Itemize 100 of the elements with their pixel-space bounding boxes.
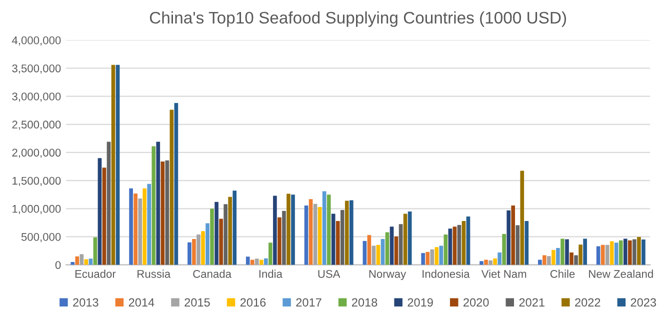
bar — [570, 252, 574, 265]
bar — [493, 258, 497, 265]
bar — [398, 224, 403, 265]
x-tick-label: Indonesia — [422, 270, 470, 278]
bar — [600, 244, 605, 265]
bar — [421, 253, 426, 265]
bar — [380, 238, 385, 265]
bar — [372, 246, 376, 265]
bar — [84, 259, 88, 265]
bar — [286, 194, 290, 265]
x-tick-label: Canada — [193, 270, 232, 278]
bar — [219, 218, 223, 265]
x-tick-label: Norway — [369, 270, 406, 280]
legend-label: 2016 — [240, 298, 266, 307]
bar — [165, 160, 170, 265]
legend-label: 2019 — [408, 298, 433, 307]
bar — [326, 194, 331, 265]
bar — [264, 258, 268, 265]
bar — [367, 235, 372, 265]
bar — [452, 226, 457, 265]
bar — [498, 252, 502, 265]
bar — [385, 232, 390, 265]
bar — [201, 231, 205, 265]
bar — [466, 216, 470, 265]
bar — [340, 210, 344, 265]
bar — [578, 244, 582, 265]
bar — [308, 199, 313, 265]
bar — [524, 221, 529, 265]
bar — [273, 196, 277, 265]
bar — [147, 184, 152, 265]
bar — [174, 103, 178, 265]
x-tick-label: Russia — [138, 270, 171, 278]
bar — [394, 236, 398, 265]
bar — [142, 188, 147, 265]
y-tick-label: 2,500,000 — [12, 120, 61, 130]
bar — [628, 240, 632, 265]
bar — [574, 255, 578, 265]
bar — [605, 244, 610, 265]
bar — [134, 193, 138, 265]
bar — [426, 252, 430, 265]
bar — [434, 247, 439, 265]
bar — [206, 223, 210, 265]
bar — [516, 225, 520, 265]
bar — [637, 237, 641, 265]
legend-label: 2014 — [128, 298, 154, 307]
bar — [160, 161, 165, 265]
bar — [254, 258, 259, 265]
legend-label: 2022 — [575, 298, 600, 307]
legend-label: 2023 — [630, 298, 656, 307]
y-tick-label: 500,000 — [21, 233, 61, 242]
bar — [210, 208, 214, 265]
bar — [250, 260, 254, 265]
bar — [102, 168, 106, 265]
bar — [318, 206, 322, 265]
legend-label: 2018 — [352, 298, 378, 307]
bar — [111, 64, 116, 265]
bar — [106, 142, 111, 265]
bar — [331, 214, 336, 265]
y-tick-label: 0 — [55, 261, 61, 269]
bar — [80, 254, 84, 265]
y-tick-label: 2,000,000 — [12, 148, 61, 158]
bar — [362, 240, 367, 265]
bar — [642, 240, 646, 265]
bar — [560, 238, 564, 265]
bar — [448, 228, 452, 265]
bar — [138, 198, 142, 265]
bar — [632, 239, 636, 265]
bar — [188, 242, 192, 265]
x-tick-label: India — [259, 270, 282, 278]
bar — [556, 248, 560, 265]
bar — [156, 142, 160, 265]
bar — [480, 261, 484, 265]
bar — [336, 221, 340, 265]
bar — [246, 256, 250, 265]
bar — [129, 188, 133, 265]
bar — [444, 234, 448, 265]
y-tick-label: 1,000,000 — [12, 204, 61, 214]
bar — [430, 249, 434, 265]
bar — [552, 250, 556, 265]
bar — [228, 196, 232, 265]
bar — [565, 239, 569, 265]
bar — [70, 262, 75, 265]
x-tick-label: Chile — [550, 270, 575, 278]
x-tick-label: Ecuador — [75, 270, 116, 278]
x-tick-label: Viet Nam — [481, 270, 526, 278]
legend-label: 2020 — [464, 298, 489, 307]
bar — [278, 217, 282, 265]
bar — [520, 170, 524, 265]
bar — [502, 234, 506, 265]
bar — [75, 256, 80, 265]
bar — [224, 204, 228, 265]
bar — [610, 241, 614, 265]
bar — [583, 238, 587, 265]
bar — [98, 158, 102, 265]
bar — [93, 237, 98, 265]
bar — [214, 202, 218, 265]
bar — [116, 64, 120, 265]
bar — [349, 200, 354, 265]
bar — [511, 206, 516, 265]
bar — [291, 194, 295, 265]
